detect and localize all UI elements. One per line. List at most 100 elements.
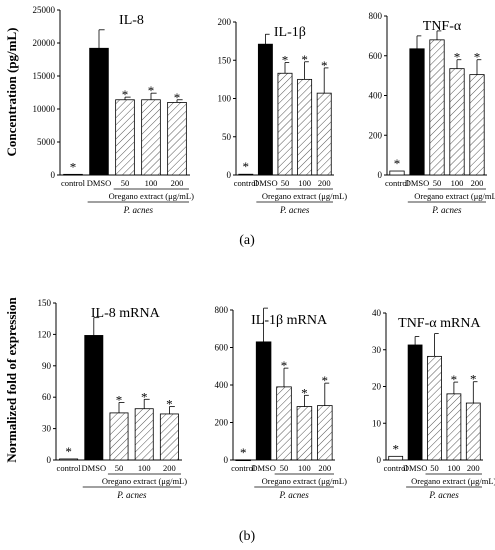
bar [388, 455, 404, 461]
significance-star: * [282, 53, 289, 68]
y-tick-label: 150 [38, 298, 52, 308]
bar [84, 335, 104, 461]
significance-star: * [322, 373, 329, 388]
pathogen-label: P. acnes [116, 490, 147, 500]
significance-star: * [474, 50, 481, 65]
y-tick-label: 200 [369, 130, 383, 140]
y-tick-label: 15000 [33, 71, 56, 81]
chart-4: 0 30 60 90 120 150 IL-8 mRNA * control DMSO * 50 * 10… [38, 298, 188, 500]
bar [407, 344, 423, 461]
bar [141, 99, 161, 176]
y-tick-label: 800 [369, 11, 383, 21]
panel-label-b: (b) [239, 529, 256, 544]
y-tick-label: 400 [215, 380, 229, 390]
y-tick-label: 0 [377, 455, 382, 465]
category-label: control [61, 178, 86, 188]
significance-star: * [65, 444, 72, 459]
bar [277, 72, 293, 176]
chart-2: 050100150200IL-1β*controlDMSO*50*100*200… [218, 17, 348, 215]
significance-star: * [122, 87, 129, 102]
significance-star: * [70, 159, 77, 174]
y-tick-label: 120 [38, 329, 52, 339]
category-label: 50 [433, 178, 442, 188]
bar [317, 405, 333, 461]
bar [257, 43, 273, 176]
y-tick-label: 30 [372, 345, 382, 355]
y-tick-label: 5000 [37, 137, 56, 147]
y-tick-label: 60 [42, 392, 52, 402]
bar [89, 47, 109, 176]
y-tick-label: 90 [42, 361, 52, 371]
y-tick-label: 40 [372, 308, 382, 318]
y-tick-label: 25000 [33, 5, 56, 15]
pathogen-label: P. acnes [123, 205, 154, 215]
category-label: DMSO [253, 178, 278, 188]
significance-star: * [301, 385, 308, 400]
chart-title: TNF-α mRNA [398, 316, 481, 331]
bar [255, 341, 272, 461]
y-tick-label: 200 [218, 17, 232, 27]
panel-label-a: (a) [239, 233, 255, 248]
category-label: DMSO [403, 463, 428, 473]
category-label: 100 [451, 178, 464, 188]
category-label: 50 [115, 463, 124, 473]
bar [276, 386, 292, 461]
chart-title: IL-1β [274, 25, 306, 40]
pathogen-label: P. acnes [428, 490, 459, 500]
y-tick-label: 150 [218, 55, 232, 65]
y-tick-label: 50 [222, 132, 232, 142]
bar [429, 39, 445, 176]
significance-star: * [321, 58, 328, 73]
pathogen-label: P. acnes [279, 205, 310, 215]
category-label: control [385, 178, 410, 188]
chart-title: IL-1β mRNA [251, 313, 328, 328]
y-axis-label-b: Normalized fold of expression [4, 296, 19, 462]
bar [296, 406, 313, 461]
significance-star: * [470, 372, 477, 387]
y-axis-label-a: Concentration (pg/mL) [4, 28, 19, 157]
y-tick-label: 10000 [33, 104, 56, 114]
bar [115, 99, 135, 176]
chart-1: 0 5000 10000 15000 20000 25000 IL-8 * control DMS… [33, 5, 195, 215]
y-tick-label: 100 [218, 94, 232, 104]
y-tick-label: 800 [215, 305, 229, 315]
bar [449, 68, 465, 176]
bar [167, 102, 187, 176]
category-label: 200 [171, 178, 184, 188]
bar [238, 173, 254, 176]
significance-star: * [394, 156, 401, 171]
significance-star: * [451, 372, 458, 387]
y-tick-label: 0 [378, 170, 383, 180]
y-tick-label: 200 [215, 418, 229, 428]
bar [134, 408, 154, 461]
y-tick-label: 0 [224, 455, 229, 465]
category-label: DMSO [251, 463, 276, 473]
bar [63, 173, 83, 176]
category-label: DMSO [87, 178, 112, 188]
significance-star: * [141, 389, 148, 404]
bar [297, 78, 313, 176]
category-label: DMSO [405, 178, 430, 188]
y-tick-label: 20000 [33, 38, 56, 48]
group-label: Oregano extract (μg/mL) [262, 191, 347, 201]
bar [389, 170, 405, 176]
bar [446, 393, 462, 461]
category-label: 50 [280, 463, 289, 473]
significance-star: * [454, 50, 461, 65]
significance-star: * [116, 392, 123, 407]
y-tick-label: 400 [369, 91, 383, 101]
bar [465, 402, 481, 461]
bar [469, 74, 485, 176]
significance-star: * [243, 159, 250, 174]
pathogen-label: P. acnes [278, 490, 309, 500]
significance-star: * [148, 83, 155, 98]
category-label: 100 [138, 463, 151, 473]
category-label: 200 [318, 463, 331, 473]
y-tick-label: 0 [47, 455, 52, 465]
significance-star: * [301, 52, 308, 67]
bar [235, 459, 251, 462]
